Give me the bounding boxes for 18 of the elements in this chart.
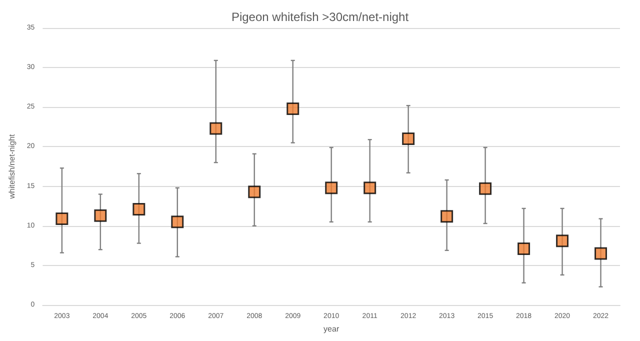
point xyxy=(210,122,222,135)
x-axis-title: year xyxy=(324,324,340,334)
point xyxy=(594,247,608,260)
point xyxy=(518,242,530,256)
point xyxy=(248,186,261,198)
point xyxy=(94,209,107,222)
point xyxy=(171,216,184,228)
point xyxy=(56,212,68,225)
point xyxy=(556,234,569,248)
point xyxy=(364,182,376,194)
point xyxy=(402,132,415,146)
chart-title: Pigeon whitefish >30cm/net-night xyxy=(231,10,410,24)
point xyxy=(325,182,338,194)
point xyxy=(286,102,300,115)
point xyxy=(479,182,492,195)
point xyxy=(440,210,454,223)
point xyxy=(132,202,146,216)
y-axis-title: whitefish/net-night xyxy=(8,133,16,200)
